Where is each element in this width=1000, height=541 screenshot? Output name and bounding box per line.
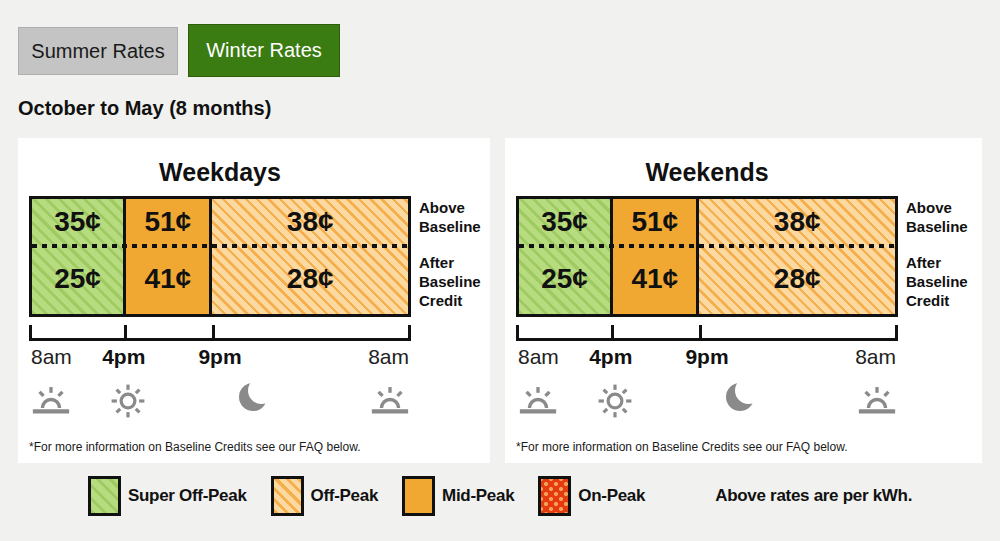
axis-tick (212, 325, 215, 338)
rate-value: 28¢ (212, 244, 408, 314)
segment-super-off-peak: 35¢ 25¢ (519, 199, 613, 314)
axis-tick (124, 325, 127, 338)
time-axis (29, 325, 411, 341)
axis-tick (516, 325, 519, 338)
baseline-row-labels: Above Baseline After Baseline Credit (906, 196, 978, 317)
above-baseline-label: Above Baseline (906, 198, 978, 236)
legend-swatch-off-peak (271, 476, 304, 516)
weekends-chart-row: 35¢ 25¢ 51¢ 41¢ 38¢ 28¢ Above Baseline (516, 196, 982, 317)
rate-value: 51¢ (126, 199, 209, 244)
legend-swatch-on-peak (538, 476, 571, 516)
sunrise-icon (517, 383, 559, 415)
page: Summer Rates Winter Rates October to May… (0, 0, 1000, 516)
time-label-8am: 8am (855, 345, 896, 369)
rate-legend: Super Off-Peak Off-Peak Mid-Peak On-Peak… (18, 476, 982, 516)
axis-tick (699, 325, 702, 338)
day-phase-icons (516, 383, 898, 419)
rates-per-kwh-note: Above rates are per kWh. (715, 486, 912, 506)
time-label-9pm: 9pm (685, 345, 728, 369)
after-baseline-credit-label: After Baseline Credit (906, 253, 978, 310)
time-labels: 8am 4pm 9pm 8am (516, 345, 898, 371)
rate-value: 25¢ (32, 244, 123, 314)
rate-value: 25¢ (519, 244, 610, 314)
axis-tick (29, 325, 32, 338)
baseline-row-labels: Above Baseline After Baseline Credit (419, 196, 490, 317)
legend-item-off-peak: Off-Peak (271, 476, 379, 516)
sun-icon (597, 383, 633, 419)
weekends-panel: Weekends 35¢ 25¢ 51¢ 41¢ 38¢ 28¢ (505, 138, 982, 463)
rate-value: 38¢ (212, 199, 408, 244)
above-baseline-label: Above Baseline (419, 198, 490, 236)
sunrise-icon (369, 383, 411, 415)
weekends-rate-chart: 35¢ 25¢ 51¢ 41¢ 38¢ 28¢ (516, 196, 898, 317)
rate-value: 28¢ (699, 244, 895, 314)
legend-label: Off-Peak (311, 486, 379, 506)
rate-value: 41¢ (126, 244, 209, 314)
axis-tick (408, 325, 411, 338)
season-range-heading: October to May (8 months) (18, 97, 982, 120)
time-label-8am: 8am (31, 345, 72, 369)
legend-label: On-Peak (578, 486, 645, 506)
rate-value: 35¢ (32, 199, 123, 244)
rate-value: 41¢ (613, 244, 696, 314)
sun-icon (110, 383, 146, 419)
rate-value: 35¢ (519, 199, 610, 244)
tab-winter-rates[interactable]: Winter Rates (188, 24, 340, 77)
legend-item-on-peak: On-Peak (538, 476, 645, 516)
after-baseline-credit-label: After Baseline Credit (419, 253, 490, 310)
time-labels: 8am 4pm 9pm 8am (29, 345, 411, 371)
segment-super-off-peak: 35¢ 25¢ (32, 199, 126, 314)
rate-value: 38¢ (699, 199, 895, 244)
day-phase-icons (29, 383, 411, 419)
sunrise-icon (856, 383, 898, 415)
segment-off-peak: 38¢ 28¢ (699, 199, 895, 314)
legend-item-mid-peak: Mid-Peak (402, 476, 514, 516)
tab-summer-rates[interactable]: Summer Rates (18, 27, 178, 75)
segment-mid-peak: 51¢ 41¢ (613, 199, 699, 314)
rate-value: 51¢ (613, 199, 696, 244)
legend-swatch-super-off-peak (88, 476, 121, 516)
panel-title-weekends: Weekends (516, 158, 898, 187)
segment-off-peak: 38¢ 28¢ (212, 199, 408, 314)
legend-label: Super Off-Peak (128, 486, 247, 506)
legend-label: Mid-Peak (442, 486, 514, 506)
time-label-4pm: 4pm (589, 345, 632, 369)
segment-mid-peak: 51¢ 41¢ (126, 199, 212, 314)
legend-swatch-mid-peak (402, 476, 435, 516)
axis-tick (611, 325, 614, 338)
weekdays-rate-chart: 35¢ 25¢ 51¢ 41¢ 38¢ 28¢ (29, 196, 411, 317)
sunrise-icon (30, 383, 72, 415)
weekdays-chart-row: 35¢ 25¢ 51¢ 41¢ 38¢ 28¢ Above Baseline (29, 196, 490, 317)
time-label-9pm: 9pm (198, 345, 241, 369)
time-axis (516, 325, 898, 341)
panel-title-weekdays: Weekdays (29, 158, 411, 187)
time-label-8am: 8am (518, 345, 559, 369)
axis-tick (895, 325, 898, 338)
baseline-divider-line (32, 244, 408, 248)
weekdays-panel: Weekdays 35¢ 25¢ 51¢ 41¢ 38¢ 28¢ (18, 138, 490, 463)
baseline-credit-footnote: *For more information on Baseline Credit… (516, 440, 982, 454)
time-label-8am: 8am (368, 345, 409, 369)
rate-season-tabs: Summer Rates Winter Rates (18, 24, 982, 77)
baseline-credit-footnote: *For more information on Baseline Credit… (29, 440, 490, 454)
baseline-divider-line (519, 244, 895, 248)
rate-panels: Weekdays 35¢ 25¢ 51¢ 41¢ 38¢ 28¢ (18, 138, 982, 463)
time-label-4pm: 4pm (102, 345, 145, 369)
legend-item-super-off-peak: Super Off-Peak (88, 476, 247, 516)
